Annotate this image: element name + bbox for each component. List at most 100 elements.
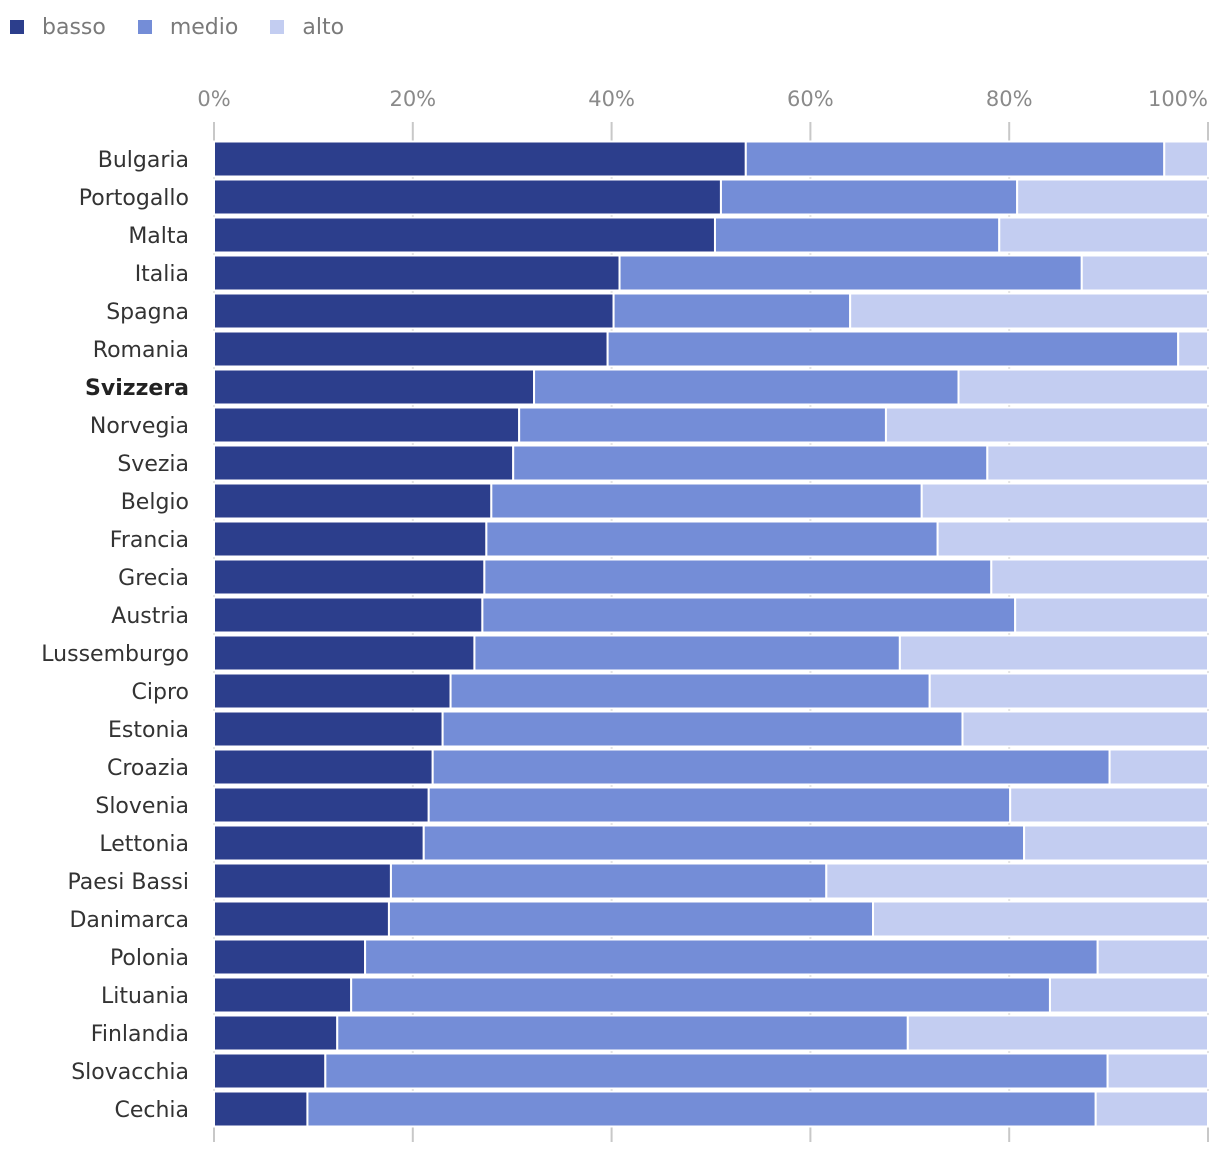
bar-segment-alto[interactable] — [1106, 1052, 1209, 1090]
bar-segment-medio[interactable] — [306, 1090, 1097, 1128]
bar-segment-basso[interactable] — [213, 862, 392, 900]
bar-segment-basso[interactable] — [213, 1090, 309, 1128]
legend-item-medio[interactable]: medio — [137, 14, 239, 40]
bar-segment-medio[interactable] — [427, 786, 1012, 824]
bar-segment-medio[interactable] — [473, 634, 901, 672]
bar-segment-alto[interactable] — [906, 1014, 1209, 1052]
bar-segment-medio[interactable] — [606, 330, 1180, 368]
category-label: Spagna — [106, 300, 189, 325]
bar-segment-basso[interactable] — [213, 976, 353, 1014]
bar-segment-basso[interactable] — [213, 216, 716, 254]
bar-segment-alto[interactable] — [1080, 254, 1209, 292]
bar-segment-basso[interactable] — [213, 178, 722, 216]
legend-label-medio: medio — [169, 14, 239, 40]
bar-segment-alto[interactable] — [849, 292, 1209, 330]
bar-segment-medio[interactable] — [483, 558, 993, 596]
bar-segment-alto[interactable] — [936, 520, 1210, 558]
category-label-layer: Bulgaria Portogallo Malta Italia Spagna Roman… — [41, 148, 189, 1123]
bar-segment-basso[interactable] — [213, 938, 367, 976]
bar-segment-basso[interactable] — [213, 824, 425, 862]
category-label: Cipro — [132, 680, 189, 705]
bar-segment-alto[interactable] — [957, 368, 1209, 406]
legend-item-alto[interactable]: alto — [270, 15, 344, 40]
bar-segment-medio[interactable] — [422, 824, 1026, 862]
bar-segment-medio[interactable] — [618, 254, 1083, 292]
bar-segment-medio[interactable] — [389, 862, 828, 900]
bar-segment-basso[interactable] — [213, 368, 536, 406]
bar-segment-alto[interactable] — [872, 900, 1209, 938]
legend-label-alto: alto — [302, 14, 345, 40]
bar-segment-medio[interactable] — [485, 520, 939, 558]
bar-segment-basso[interactable] — [213, 900, 390, 938]
bar-segment-basso[interactable] — [213, 786, 430, 824]
category-label: Bulgaria — [98, 148, 189, 173]
bar-segment-medio[interactable] — [431, 748, 1111, 786]
bar-segment-alto[interactable] — [1048, 976, 1209, 1014]
legend: basso medio alto — [10, 12, 376, 42]
bar-segment-medio[interactable] — [533, 368, 960, 406]
bar-segment-medio[interactable] — [713, 216, 1001, 254]
bar-segment-alto[interactable] — [884, 406, 1209, 444]
bar-segment-medio[interactable] — [719, 178, 1019, 216]
bar-segment-basso[interactable] — [213, 596, 484, 634]
bar-segment-alto[interactable] — [998, 216, 1210, 254]
bar-segment-alto[interactable] — [898, 634, 1209, 672]
bar-segment-medio[interactable] — [350, 976, 1051, 1014]
bar-segment-alto[interactable] — [1016, 178, 1209, 216]
bar-segment-medio[interactable] — [490, 482, 923, 520]
bar-segment-alto[interactable] — [1108, 748, 1209, 786]
bar-segment-medio[interactable] — [518, 406, 887, 444]
category-label: Norvegia — [90, 414, 189, 439]
bar-segment-alto[interactable] — [928, 672, 1209, 710]
category-label: Francia — [110, 528, 189, 553]
bar-segment-basso[interactable] — [213, 1014, 339, 1052]
bar-segment-alto[interactable] — [1177, 330, 1210, 368]
legend-item-basso[interactable]: basso — [10, 15, 106, 40]
category-label: Polonia — [110, 946, 189, 971]
category-label: Cechia — [114, 1098, 189, 1123]
bar-segment-alto[interactable] — [1023, 824, 1209, 862]
bar-segment-alto[interactable] — [986, 444, 1209, 482]
bar-segment-alto[interactable] — [920, 482, 1210, 520]
bar-segment-basso[interactable] — [213, 558, 486, 596]
bar-segment-alto[interactable] — [1096, 938, 1210, 976]
bar-segment-basso[interactable] — [213, 710, 444, 748]
bar-segment-basso[interactable] — [213, 672, 452, 710]
bar-segment-medio[interactable] — [441, 710, 964, 748]
bar-segment-medio[interactable] — [336, 1014, 909, 1052]
bar-segment-basso[interactable] — [213, 1052, 327, 1090]
bar-segment-medio[interactable] — [364, 938, 1099, 976]
bar-segment-medio[interactable] — [481, 596, 1017, 634]
x-tick-label: 80% — [986, 87, 1033, 111]
bar-segment-basso[interactable] — [213, 406, 521, 444]
bar-segment-medio[interactable] — [512, 444, 989, 482]
bar-segment-basso[interactable] — [213, 748, 434, 786]
bar-segment-alto[interactable] — [1009, 786, 1209, 824]
bar-segment-basso[interactable] — [213, 292, 615, 330]
bar-segment-medio[interactable] — [744, 140, 1166, 178]
x-tick-label: 100% — [1148, 87, 1208, 111]
category-label: Slovacchia — [71, 1060, 189, 1085]
bar-segment-basso[interactable] — [213, 140, 747, 178]
bar-segment-basso[interactable] — [213, 520, 488, 558]
bar-segment-basso[interactable] — [213, 254, 621, 292]
bar-segment-alto[interactable] — [1014, 596, 1209, 634]
bar-segment-medio[interactable] — [387, 900, 875, 938]
bar-segment-alto[interactable] — [961, 710, 1209, 748]
legend-swatch-basso — [10, 20, 24, 34]
bar-segment-basso[interactable] — [213, 330, 609, 368]
bar-segment-alto[interactable] — [825, 862, 1210, 900]
bar-segment-alto[interactable] — [1094, 1090, 1209, 1128]
bar-segment-alto[interactable] — [990, 558, 1209, 596]
bar-segment-basso[interactable] — [213, 634, 476, 672]
category-label: Lituania — [101, 984, 189, 1009]
category-label: Portogallo — [79, 186, 189, 211]
bar-segment-medio[interactable] — [449, 672, 931, 710]
category-label: Slovenia — [95, 794, 189, 819]
bar-segment-basso[interactable] — [213, 482, 493, 520]
bar-segment-medio[interactable] — [612, 292, 852, 330]
bar-segment-basso[interactable] — [213, 444, 515, 482]
bar-segment-medio[interactable] — [324, 1052, 1109, 1090]
bar-segment-alto[interactable] — [1163, 140, 1210, 178]
